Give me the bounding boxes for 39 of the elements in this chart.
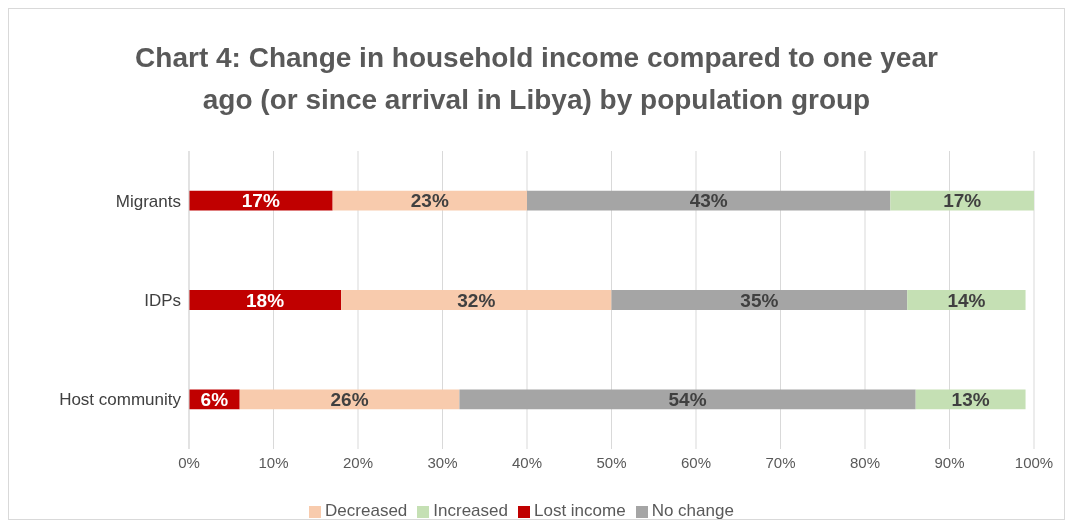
- data-label: 17%: [241, 190, 280, 212]
- x-tick-label: 100%: [1014, 453, 1054, 471]
- x-tick-label: 70%: [765, 453, 796, 471]
- data-label: 17%: [943, 190, 982, 212]
- x-tick-label: 50%: [596, 453, 627, 471]
- bar: [189, 190, 333, 211]
- bar: [341, 290, 612, 310]
- x-tick-label: 30%: [427, 453, 458, 471]
- data-label: 35%: [740, 289, 779, 311]
- data-label: 13%: [951, 389, 990, 411]
- y-tick-label: Migrants: [115, 191, 181, 211]
- bar: [527, 190, 891, 211]
- x-tick-label: 20%: [342, 453, 374, 471]
- legend-label: Increased: [433, 501, 508, 520]
- data-label: 6%: [200, 389, 229, 411]
- x-tick-label: 60%: [680, 453, 712, 471]
- data-label: 26%: [330, 389, 369, 411]
- bar: [239, 389, 460, 410]
- x-tick-label: 0%: [178, 453, 200, 471]
- x-tick-label: 80%: [849, 453, 881, 471]
- legend-label: Decreased: [325, 501, 408, 520]
- legend-label: No change: [651, 501, 734, 520]
- x-tick-label: 90%: [934, 453, 965, 471]
- y-tick-label: IDPs: [144, 291, 181, 311]
- data-label: 43%: [689, 190, 728, 212]
- x-tick-label: 40%: [511, 453, 543, 471]
- y-tick-label: Host community: [59, 390, 182, 410]
- data-label: 18%: [246, 289, 285, 311]
- bar: [332, 190, 527, 211]
- chart-title: Chart 4: Change in household income compared to one year ago (or since arrival in Libya) by population group: [134, 41, 939, 117]
- bar: [459, 389, 916, 410]
- data-label: 23%: [410, 190, 449, 212]
- data-label: 54%: [668, 389, 707, 411]
- bar: [890, 190, 1034, 211]
- data-label: 32%: [457, 289, 496, 311]
- data-label: 14%: [947, 289, 986, 311]
- x-tick-label: 10%: [258, 453, 289, 471]
- legend-label: Lost income: [533, 501, 626, 520]
- bar: [611, 290, 908, 310]
